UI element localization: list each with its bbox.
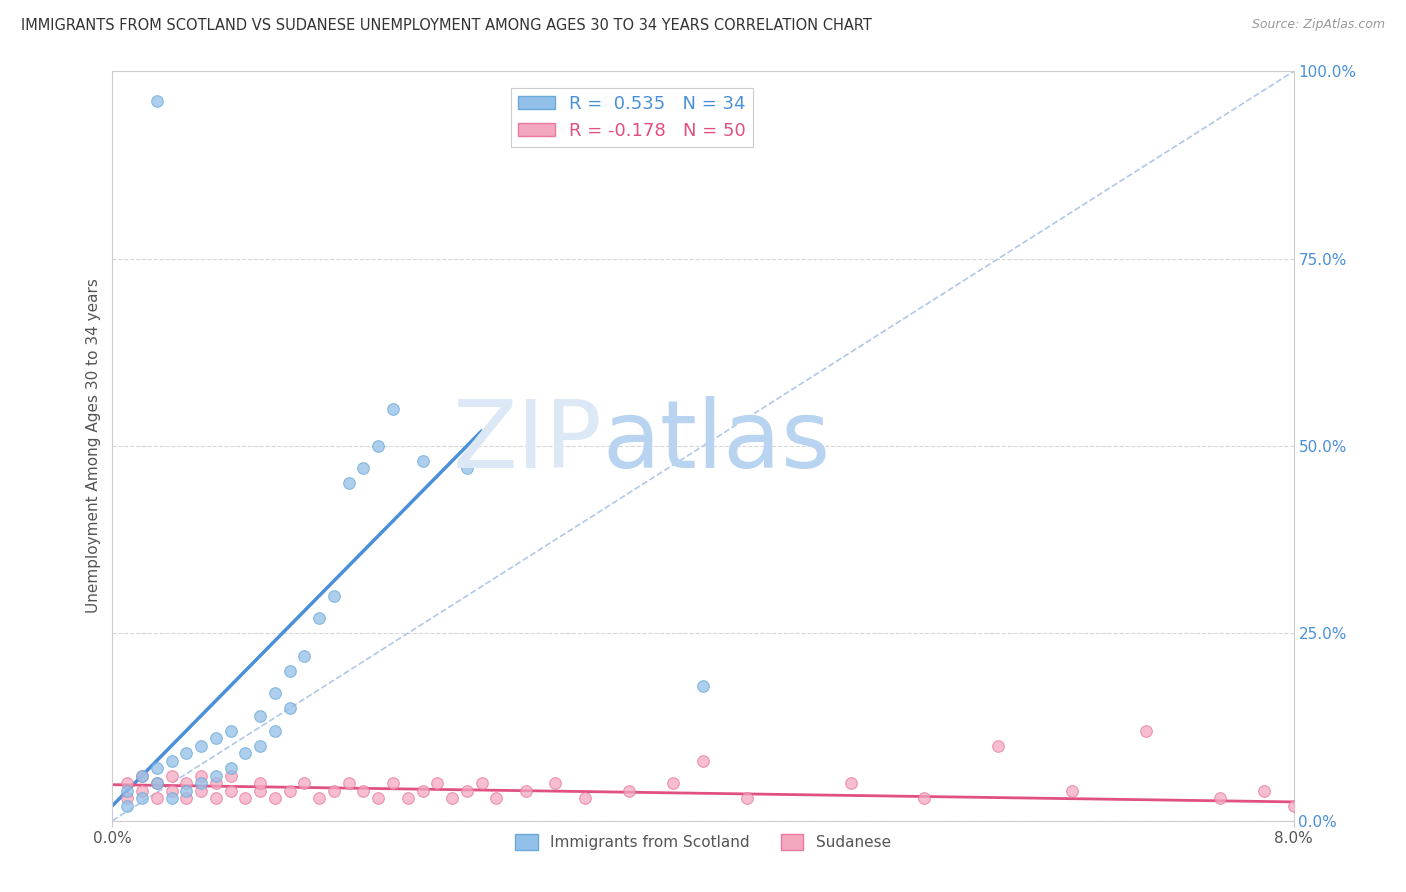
Point <box>190 776 212 790</box>
Point <box>117 798 138 813</box>
Point <box>323 589 346 603</box>
Point <box>574 791 596 805</box>
Point <box>117 791 138 805</box>
Point <box>1135 723 1157 738</box>
Point <box>190 739 212 753</box>
Point <box>249 776 271 790</box>
Point <box>160 783 183 797</box>
Point <box>839 776 862 790</box>
Text: ZIP: ZIP <box>453 396 603 488</box>
Point <box>131 791 153 805</box>
Point <box>292 776 315 790</box>
Point <box>249 708 271 723</box>
Point <box>471 776 494 790</box>
Point <box>412 783 434 797</box>
Point <box>190 783 212 797</box>
Point <box>146 776 169 790</box>
Point <box>131 769 153 783</box>
Y-axis label: Unemployment Among Ages 30 to 34 years: Unemployment Among Ages 30 to 34 years <box>86 278 101 614</box>
Point <box>219 761 242 775</box>
Point <box>352 783 374 797</box>
Point <box>544 776 567 790</box>
Legend: Immigrants from Scotland, Sudanese: Immigrants from Scotland, Sudanese <box>508 827 898 858</box>
Point <box>1062 783 1084 797</box>
Point <box>1253 783 1275 797</box>
Point <box>160 791 183 805</box>
Point <box>308 611 330 625</box>
Point <box>323 783 346 797</box>
Point <box>146 761 169 775</box>
Point <box>292 648 315 663</box>
Point <box>441 791 464 805</box>
Point <box>914 791 936 805</box>
Point <box>264 686 287 700</box>
Point <box>337 476 360 491</box>
Point <box>146 791 169 805</box>
Text: IMMIGRANTS FROM SCOTLAND VS SUDANESE UNEMPLOYMENT AMONG AGES 30 TO 34 YEARS CORR: IMMIGRANTS FROM SCOTLAND VS SUDANESE UNE… <box>21 18 872 33</box>
Point <box>619 783 641 797</box>
Point <box>190 769 212 783</box>
Point <box>205 776 228 790</box>
Point <box>426 776 449 790</box>
Point <box>337 776 360 790</box>
Point <box>219 723 242 738</box>
Point <box>146 95 169 109</box>
Point <box>174 776 197 790</box>
Point <box>352 461 374 475</box>
Point <box>131 769 153 783</box>
Point <box>278 701 301 715</box>
Point <box>249 783 271 797</box>
Point <box>264 723 287 738</box>
Point <box>278 783 301 797</box>
Point <box>987 739 1010 753</box>
Point <box>249 739 271 753</box>
Point <box>174 791 197 805</box>
Point <box>456 461 478 475</box>
Point <box>117 776 138 790</box>
Point <box>205 731 228 746</box>
Point <box>412 454 434 468</box>
Point <box>1282 798 1305 813</box>
Point <box>233 746 256 760</box>
Point <box>382 776 405 790</box>
Point <box>117 783 138 797</box>
Point <box>515 783 537 797</box>
Point <box>205 791 228 805</box>
Point <box>1208 791 1232 805</box>
Point <box>233 791 256 805</box>
Point <box>174 746 197 760</box>
Point <box>219 769 242 783</box>
Point <box>367 791 389 805</box>
Point <box>692 679 714 693</box>
Point <box>308 791 330 805</box>
Point <box>737 791 759 805</box>
Point <box>160 769 183 783</box>
Point <box>278 664 301 678</box>
Point <box>367 439 389 453</box>
Point <box>264 791 287 805</box>
Point <box>160 754 183 768</box>
Point <box>662 776 685 790</box>
Point <box>396 791 419 805</box>
Point <box>456 783 478 797</box>
Point <box>205 769 228 783</box>
Point <box>146 776 169 790</box>
Point <box>382 401 405 416</box>
Point <box>692 754 714 768</box>
Text: atlas: atlas <box>603 396 831 488</box>
Point <box>174 783 197 797</box>
Point <box>219 783 242 797</box>
Text: Source: ZipAtlas.com: Source: ZipAtlas.com <box>1251 18 1385 31</box>
Point <box>131 783 153 797</box>
Point <box>485 791 508 805</box>
